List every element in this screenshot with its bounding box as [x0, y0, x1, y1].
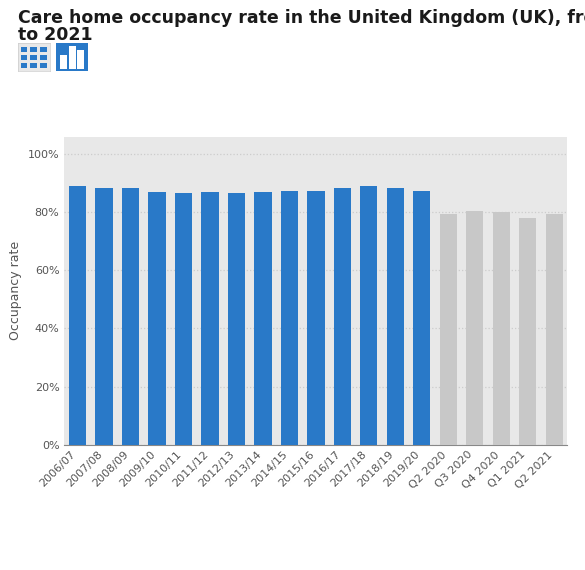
- Bar: [360, 186, 377, 445]
- Bar: [382, 137, 408, 445]
- Bar: [60, 55, 67, 69]
- Bar: [77, 51, 84, 69]
- Bar: [466, 211, 483, 445]
- Bar: [334, 188, 351, 445]
- Bar: [95, 188, 113, 445]
- Bar: [488, 137, 514, 445]
- Bar: [40, 47, 46, 52]
- Bar: [170, 137, 197, 445]
- Bar: [281, 190, 298, 445]
- Bar: [21, 47, 27, 52]
- Bar: [30, 47, 37, 52]
- Bar: [462, 137, 488, 445]
- Bar: [413, 190, 431, 445]
- Bar: [69, 186, 86, 445]
- Bar: [435, 137, 462, 445]
- Bar: [440, 214, 457, 445]
- Bar: [144, 137, 170, 445]
- Bar: [276, 137, 302, 445]
- Bar: [30, 55, 37, 60]
- Bar: [541, 137, 567, 445]
- Bar: [197, 137, 223, 445]
- Y-axis label: Occupancy rate: Occupancy rate: [9, 241, 22, 340]
- Bar: [519, 218, 536, 445]
- Bar: [307, 190, 325, 445]
- Bar: [254, 192, 271, 445]
- Bar: [122, 188, 139, 445]
- Bar: [40, 63, 46, 68]
- Bar: [30, 63, 37, 68]
- Bar: [493, 212, 510, 445]
- Bar: [250, 137, 276, 445]
- Bar: [223, 137, 250, 445]
- Text: Care home occupancy rate in the United Kingdom (UK), from 2006: Care home occupancy rate in the United K…: [18, 9, 585, 27]
- Bar: [387, 188, 404, 445]
- Bar: [302, 137, 329, 445]
- Bar: [149, 192, 166, 445]
- Bar: [329, 137, 356, 445]
- Bar: [64, 137, 91, 445]
- Bar: [356, 137, 382, 445]
- Bar: [91, 137, 118, 445]
- Bar: [21, 55, 27, 60]
- Bar: [40, 55, 46, 60]
- Bar: [69, 46, 75, 69]
- Bar: [408, 137, 435, 445]
- Text: to 2021: to 2021: [18, 26, 92, 44]
- Bar: [514, 137, 541, 445]
- Bar: [228, 193, 245, 445]
- Bar: [118, 137, 144, 445]
- Bar: [201, 192, 219, 445]
- Bar: [546, 214, 563, 445]
- Bar: [21, 63, 27, 68]
- Bar: [175, 193, 192, 445]
